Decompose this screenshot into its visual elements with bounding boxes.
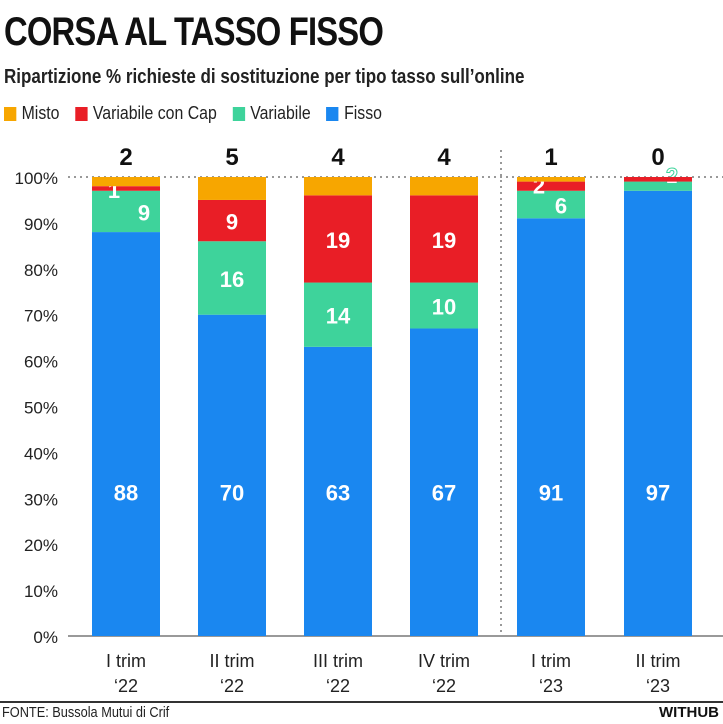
footer-divider [0, 701, 723, 703]
chart-svg: 0%10%20%30%40%50%60%70%80%90%100%88912I … [15, 144, 723, 696]
y-tick-label: 70% [24, 307, 58, 326]
data-label: 16 [220, 267, 244, 292]
legend-swatch [232, 106, 245, 121]
data-label: 97 [646, 480, 670, 505]
data-label: 19 [326, 228, 350, 253]
data-label: 4 [331, 144, 345, 171]
bar-segment-misto [304, 177, 372, 196]
bar-segment-variabile [304, 282, 372, 347]
bar-segment-misto [198, 177, 266, 200]
x-tick-label: ‘22 [432, 676, 456, 696]
bar-segment-variabile-con-cap [304, 195, 372, 283]
x-tick-label: ‘22 [220, 676, 244, 696]
legend-label: Misto [21, 103, 60, 123]
legend-item: Misto [4, 103, 59, 124]
bar-segment-variabile [624, 181, 692, 191]
data-label: 2 [666, 164, 678, 189]
y-tick-label: 10% [24, 582, 58, 601]
data-label: 70 [220, 480, 244, 505]
x-tick-label: II trim [636, 651, 681, 671]
bar-segment-variabile [410, 282, 478, 329]
data-label: 14 [326, 304, 351, 329]
x-tick-label: I trim [531, 651, 571, 671]
legend-swatch [326, 106, 339, 121]
legend-label: Variabile [250, 103, 311, 123]
bar-segment-variabile-con-cap [198, 199, 266, 242]
y-tick-label: 20% [24, 536, 58, 555]
y-tick-label: 100% [15, 169, 58, 188]
chart-title: CORSA AL TASSO FISSO [4, 10, 384, 54]
bar-segment-fisso [198, 314, 266, 636]
brand-logo: WITHUB [659, 704, 719, 721]
chart-subtitle: Ripartizione % richieste di sostituzione… [4, 66, 525, 88]
data-label: 91 [539, 480, 563, 505]
bar-segment-misto [517, 177, 585, 182]
legend-item: Variabile [232, 103, 311, 124]
x-tick-label: ‘22 [114, 676, 138, 696]
bar-segment-variabile [92, 190, 160, 233]
data-label: 19 [432, 228, 456, 253]
data-label: 5 [225, 144, 238, 171]
bar-segment-variabile-con-cap [92, 186, 160, 191]
data-label: 10 [432, 295, 456, 320]
x-tick-label: II trim [210, 651, 255, 671]
data-label: 0 [651, 144, 664, 171]
y-tick-label: 90% [24, 215, 58, 234]
legend-label: Variabile con Cap [92, 103, 217, 123]
bar-segment-misto [92, 177, 160, 187]
data-label: 1 [544, 144, 557, 171]
bar-segment-variabile [198, 241, 266, 315]
x-tick-label: I trim [106, 651, 146, 671]
data-label: 63 [326, 480, 350, 505]
y-tick-label: 30% [24, 490, 58, 509]
bar-segment-fisso [624, 190, 692, 636]
source-note: FONTE: Bussola Mutui di Crif [2, 704, 170, 721]
x-tick-label: ‘23 [539, 676, 563, 696]
legend-item: Fisso [326, 103, 382, 124]
bar-segment-variabile [517, 190, 585, 219]
legend-swatch [4, 106, 17, 121]
legend-swatch [75, 106, 88, 121]
bar-segment-variabile-con-cap [410, 195, 478, 283]
data-label: 88 [114, 480, 138, 505]
bar-segment-misto [410, 177, 478, 196]
data-label: 9 [226, 210, 238, 235]
bar-segment-fisso [517, 218, 585, 636]
legend: Misto Variabile con Cap Variabile Fisso [4, 103, 382, 124]
y-tick-label: 40% [24, 444, 58, 463]
legend-label: Fisso [344, 103, 382, 123]
x-tick-label: IV trim [418, 651, 470, 671]
x-tick-label: III trim [313, 651, 363, 671]
y-tick-label: 0% [33, 628, 58, 647]
data-label: 4 [437, 144, 451, 171]
bar-segment-fisso [304, 346, 372, 636]
x-tick-label: ‘23 [646, 676, 670, 696]
data-label: 67 [432, 480, 456, 505]
bar-segment-variabile-con-cap [517, 181, 585, 191]
data-label: 2 [119, 144, 132, 171]
data-label: 9 [138, 200, 150, 225]
x-tick-label: ‘22 [326, 676, 350, 696]
bar-segment-fisso [92, 232, 160, 636]
bar-segment-variabile-con-cap [624, 177, 692, 182]
bar-segment-fisso [410, 328, 478, 636]
data-label: 6 [555, 194, 567, 219]
y-tick-label: 50% [24, 399, 58, 418]
legend-item: Variabile con Cap [75, 103, 217, 124]
y-tick-label: 60% [24, 353, 58, 372]
y-tick-label: 80% [24, 261, 58, 280]
